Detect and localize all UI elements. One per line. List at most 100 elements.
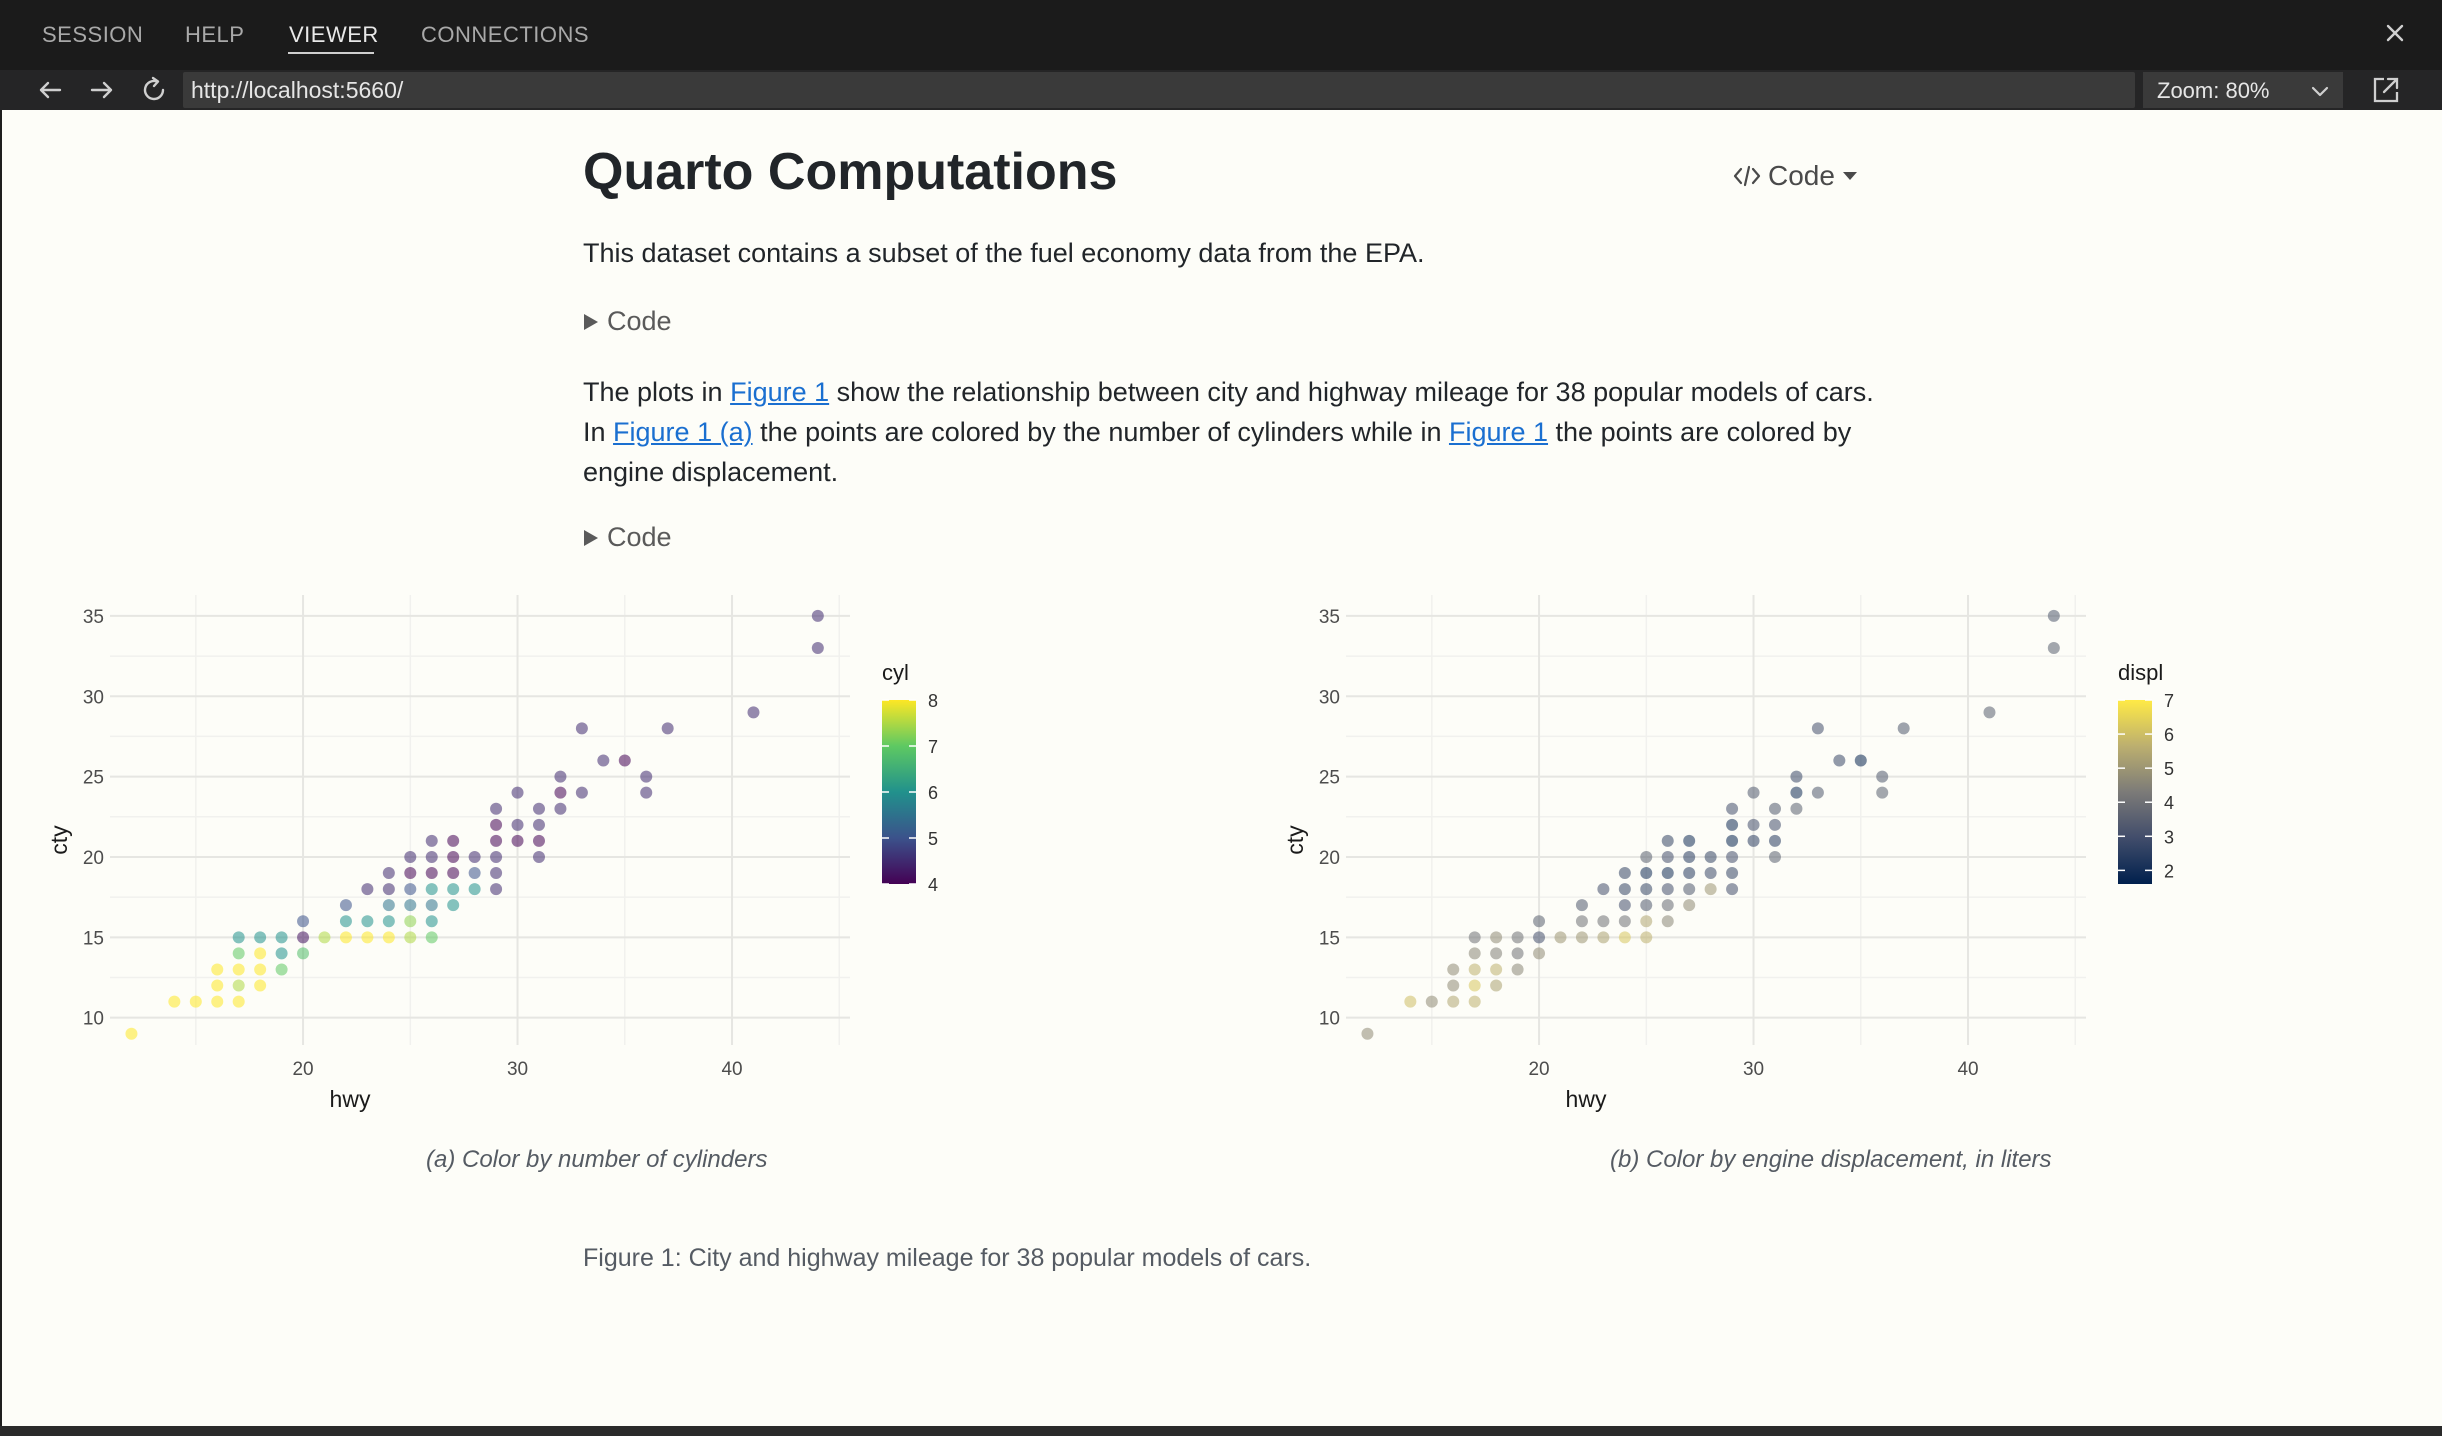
data-point (1683, 899, 1696, 912)
data-point (1640, 867, 1653, 880)
data-point (1575, 899, 1588, 912)
figure-1-link[interactable]: Figure 1 (730, 377, 830, 407)
data-point (1490, 963, 1503, 976)
popout-button[interactable] (2368, 72, 2404, 108)
data-point (1447, 963, 1460, 976)
data-point (404, 867, 417, 880)
data-point (232, 979, 245, 992)
data-point (1726, 883, 1739, 896)
data-point (404, 883, 417, 896)
data-point (554, 786, 567, 799)
data-point (2047, 609, 2060, 622)
back-button[interactable] (30, 70, 70, 110)
data-point (1618, 915, 1631, 928)
data-point (1661, 867, 1674, 880)
page-title: Quarto Computations (583, 143, 1118, 201)
figure-caption: Figure 1: City and highway mileage for 3… (583, 1244, 1312, 1272)
legend-tick-label: 5 (928, 829, 938, 849)
arrow-left-icon (39, 81, 62, 99)
scatter-panel-cyl: 20 30 40 10 15 20 25 30 35 hwy cty cyl 4 5 6 7 8 (46, 595, 938, 1112)
code-tools-label: Code (1768, 160, 1835, 191)
x-tick-label: 20 (292, 1059, 313, 1080)
data-point (1704, 883, 1717, 896)
data-point (1468, 979, 1481, 992)
code-brackets-icon (1733, 165, 1761, 187)
data-point (425, 867, 438, 880)
data-point (747, 706, 760, 719)
data-point (425, 899, 438, 912)
url-input[interactable]: http://localhost:5660/ (183, 72, 2135, 108)
data-point (1726, 867, 1739, 880)
data-point (339, 899, 352, 912)
data-point (1683, 867, 1696, 880)
data-point (1661, 834, 1674, 847)
data-point (1425, 995, 1438, 1008)
data-point (532, 834, 545, 847)
paragraph-text: the points are colored by engine displac… (583, 417, 1852, 487)
data-point (1661, 883, 1674, 896)
data-point (382, 915, 395, 928)
data-point (1597, 883, 1610, 896)
forward-button[interactable] (82, 70, 122, 110)
active-tab-indicator (288, 52, 374, 54)
data-point (661, 722, 674, 735)
data-point (1833, 754, 1846, 767)
tab-connections[interactable]: CONNECTIONS (421, 22, 590, 47)
y-axis-label: cty (46, 825, 72, 855)
refresh-button[interactable] (134, 70, 174, 110)
data-point (597, 754, 610, 767)
tab-viewer[interactable]: VIEWER (289, 22, 379, 47)
data-point (511, 834, 524, 847)
data-point (1811, 786, 1824, 799)
data-point (447, 899, 460, 912)
data-point (1618, 867, 1631, 880)
data-point (1640, 915, 1653, 928)
data-point (404, 931, 417, 944)
legend-tick-label: 5 (2164, 759, 2174, 779)
code-fold-label: Code (607, 306, 672, 336)
data-point (1404, 995, 1417, 1008)
tab-session[interactable]: SESSION (42, 22, 144, 47)
data-point (382, 883, 395, 896)
data-point (125, 1027, 138, 1040)
code-fold-toggle[interactable]: Code (583, 522, 672, 553)
x-tick-label: 40 (721, 1059, 742, 1080)
y-tick-label: 15 (1319, 928, 1340, 949)
code-fold-toggle[interactable]: Code (583, 306, 672, 337)
x-axis-label: hwy (330, 1086, 371, 1112)
legend-title: cyl (882, 660, 909, 685)
data-point (1490, 931, 1503, 944)
data-point (254, 947, 267, 960)
data-point (1790, 802, 1803, 815)
data-point (404, 899, 417, 912)
data-point (532, 850, 545, 863)
data-point (1768, 818, 1781, 831)
intro-text: This dataset contains a subset of the fu… (583, 238, 1425, 268)
data-point (1661, 850, 1674, 863)
figure-1a-link[interactable]: Figure 1 (a) (613, 417, 753, 447)
data-point (1768, 834, 1781, 847)
figure-1-link[interactable]: Figure 1 (1448, 417, 1549, 447)
data-point (1683, 850, 1696, 863)
paragraph-text: show the relationship between city and h… (583, 377, 1874, 447)
data-point (382, 931, 395, 944)
data-point (1768, 802, 1781, 815)
zoom-select[interactable]: Zoom: 80% (2143, 72, 2343, 108)
data-point (640, 770, 653, 783)
subfigure-caption-a: (a) Color by number of cylinders (426, 1146, 768, 1173)
data-point (425, 834, 438, 847)
data-point (232, 931, 245, 944)
data-point (168, 995, 181, 1008)
data-point (1661, 899, 1674, 912)
data-point (1876, 786, 1889, 799)
code-tools-button[interactable]: Code (1732, 160, 1859, 192)
data-point (554, 770, 567, 783)
tab-help[interactable]: HELP (185, 22, 245, 47)
data-point (511, 818, 524, 831)
data-point (297, 915, 310, 928)
close-icon[interactable] (2378, 16, 2412, 50)
data-point (361, 883, 374, 896)
data-point (1575, 931, 1588, 944)
legend-tick-label: 7 (928, 737, 938, 757)
